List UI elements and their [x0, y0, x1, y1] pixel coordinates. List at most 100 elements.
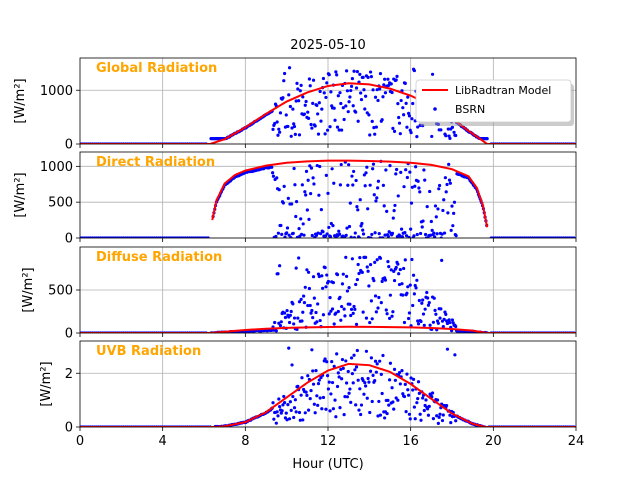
bsrn-point	[439, 236, 443, 238]
bsrn-point	[350, 372, 354, 376]
bsrn-point	[286, 403, 290, 407]
bsrn-point	[454, 234, 458, 238]
bsrn-point	[310, 126, 314, 130]
bsrn-point	[342, 307, 346, 311]
bsrn-point	[448, 136, 452, 140]
bsrn-point	[367, 113, 371, 117]
bsrn-point	[416, 125, 420, 129]
bsrn-point	[285, 231, 289, 235]
bsrn-point	[306, 178, 310, 182]
bsrn-point	[308, 84, 312, 88]
bsrn-point	[454, 324, 458, 329]
bsrn-point	[361, 228, 365, 232]
bsrn-point	[336, 309, 340, 314]
bsrn-point	[365, 265, 369, 269]
panel-title-diffuse: Diffuse Radiation	[96, 250, 222, 265]
bsrn-point	[306, 303, 310, 308]
bsrn-point	[441, 325, 445, 329]
bsrn-point	[439, 307, 443, 311]
bsrn-point	[365, 165, 369, 169]
bsrn-point	[329, 221, 333, 226]
bsrn-point	[361, 75, 365, 79]
bsrn-point	[349, 88, 353, 93]
bsrn-point	[368, 263, 373, 267]
bsrn-point	[338, 406, 342, 410]
x-tick-label: 4	[159, 434, 167, 449]
bsrn-point	[405, 372, 409, 376]
panel-global: 0 1000 [W/m²] Global Radiation LibRadtran Mo…	[13, 57, 577, 153]
bsrn-point	[418, 412, 422, 416]
plot-area-diffuse	[80, 255, 576, 333]
bsrn-point	[447, 318, 451, 322]
bsrn-point	[354, 282, 358, 287]
plot-area-direct	[80, 159, 576, 238]
bsrn-point	[394, 172, 398, 176]
bsrn-point	[397, 121, 402, 125]
bsrn-point	[431, 320, 435, 324]
bsrn-point	[338, 183, 342, 187]
bsrn-point	[294, 410, 298, 414]
bsrn-point	[448, 413, 452, 417]
bsrn-point	[306, 270, 311, 274]
bsrn-point	[325, 374, 330, 378]
bsrn-point	[348, 387, 352, 391]
bsrn-point	[364, 171, 368, 175]
bsrn-point	[344, 359, 348, 363]
bsrn-point	[397, 115, 401, 120]
bsrn-point	[291, 394, 295, 399]
bsrn-point	[303, 103, 307, 107]
bsrn-point	[358, 256, 362, 260]
bsrn-point	[400, 282, 404, 286]
bsrn-point	[290, 126, 294, 130]
bsrn-point	[319, 375, 323, 380]
bsrn-point	[448, 320, 452, 325]
bsrn-point	[445, 182, 449, 187]
bsrn-point	[362, 392, 366, 396]
bsrn-point	[292, 415, 296, 420]
bsrn-point	[432, 296, 436, 300]
bsrn-point	[390, 90, 394, 95]
bsrn-point	[325, 360, 329, 364]
bsrn-point	[282, 394, 286, 399]
y-tick-label: 500	[48, 196, 73, 211]
bsrn-point	[422, 323, 426, 327]
bsrn-point	[360, 221, 364, 226]
bsrn-point	[277, 188, 281, 192]
bsrn-point	[317, 274, 321, 279]
bsrn-point	[412, 234, 416, 238]
bsrn-point	[386, 77, 390, 81]
bsrn-point	[388, 361, 393, 365]
bsrn-point	[310, 308, 314, 313]
bsrn-point	[416, 397, 420, 401]
bsrn-point	[366, 269, 370, 273]
x-tick-label: 0	[76, 434, 84, 449]
bsrn-point	[296, 384, 300, 388]
bsrn-point	[340, 282, 345, 286]
bsrn-point	[375, 362, 379, 366]
bsrn-point	[311, 176, 315, 180]
bsrn-point	[289, 309, 293, 314]
bsrn-point	[453, 353, 457, 357]
bsrn-point	[326, 191, 330, 195]
bsrn-point	[341, 366, 345, 371]
bsrn-point	[368, 369, 373, 373]
bsrn-point	[299, 393, 303, 397]
bsrn-point	[422, 168, 426, 172]
bsrn-point	[394, 78, 398, 82]
bsrn-point	[410, 185, 414, 189]
bsrn-point	[356, 378, 360, 382]
bsrn-point	[389, 268, 393, 272]
bsrn-point	[285, 308, 289, 313]
bsrn-point	[287, 320, 292, 325]
panel-title-direct: Direct Radiation	[96, 155, 215, 170]
bsrn-point	[335, 125, 340, 129]
bsrn-point	[345, 69, 349, 73]
bsrn-point	[286, 124, 290, 129]
y-tick-label: 2	[65, 367, 73, 382]
bsrn-point	[315, 163, 319, 168]
bsrn-point	[337, 229, 341, 233]
bsrn-point	[419, 418, 423, 422]
bsrn-point	[337, 128, 341, 132]
bsrn-point	[297, 227, 301, 231]
bsrn-point	[318, 318, 322, 323]
